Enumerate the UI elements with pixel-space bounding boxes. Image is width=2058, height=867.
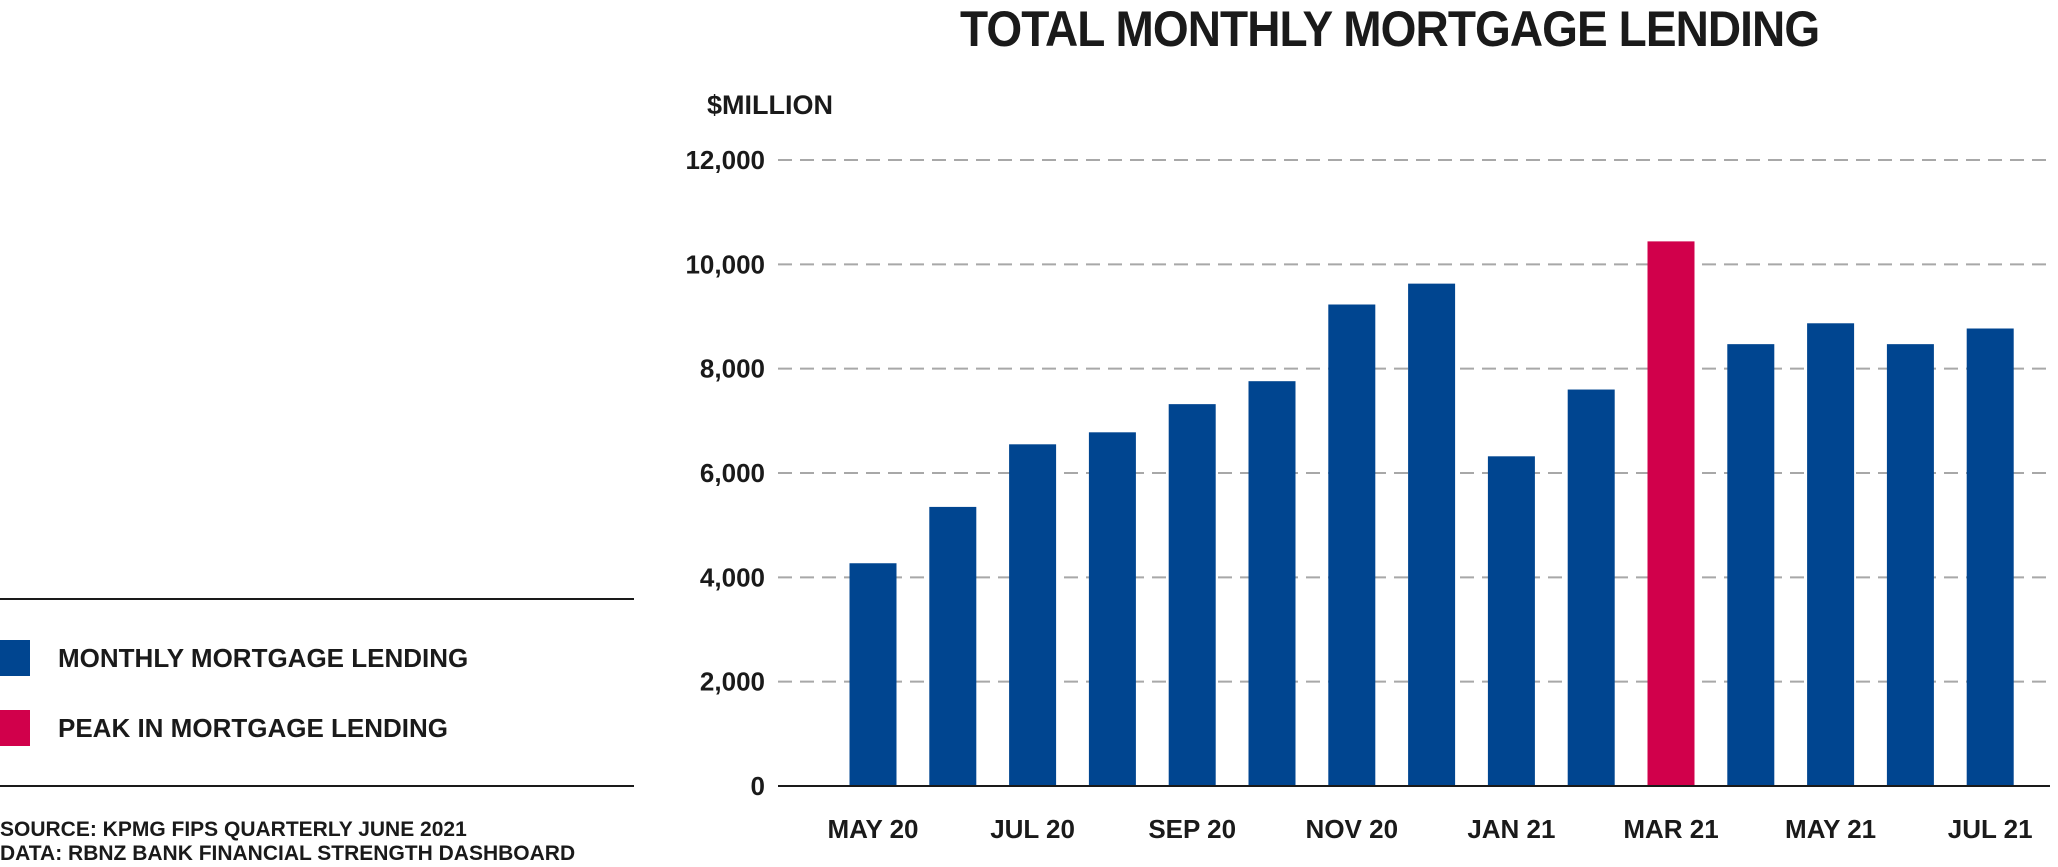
legend-item-monthly: MONTHLY MORTGAGE LENDING [0,640,468,676]
y-axis-unit-label: $MILLION [707,90,833,120]
y-tick-label: 10,000 [685,249,765,279]
y-tick-label: 2,000 [700,667,765,697]
bar [1807,323,1855,786]
bar [1886,344,1934,786]
y-axis-ticks: 0 2,000 4,000 6,000 8,000 10,000 12,000 [685,145,765,801]
bar [1328,304,1376,786]
source-note: SOURCE: KPMG FIPS QUARTERLY JUNE 2021 DA… [0,818,575,866]
legend-top-rule [0,598,634,600]
bar [1168,404,1216,786]
bar [1088,432,1136,786]
bar [849,563,897,786]
chart-title: TOTAL MONTHLY MORTGAGE LENDING [960,1,1820,57]
bar [1727,344,1775,786]
bar [1966,328,2014,786]
y-tick-label: 12,000 [685,145,765,175]
bar [929,506,977,786]
bar [1487,456,1535,786]
x-tick-label: MAY 21 [1785,814,1876,844]
legend-bottom-rule [0,785,634,787]
legend-item-peak: PEAK IN MORTGAGE LENDING [0,710,448,746]
y-tick-label: 4,000 [700,562,765,592]
bar [1009,444,1057,786]
x-tick-label: MAY 20 [827,814,918,844]
legend-swatch-blue [0,640,30,676]
x-tick-label: JUL 20 [990,814,1075,844]
legend-swatch-red [0,710,30,746]
y-tick-label: 8,000 [700,354,765,384]
legend-label: MONTHLY MORTGAGE LENDING [58,642,469,673]
x-tick-label: NOV 20 [1306,814,1399,844]
x-tick-label: JUL 21 [1948,814,2033,844]
x-tick-label: SEP 20 [1148,814,1236,844]
y-tick-label: 6,000 [700,458,765,488]
x-tick-label: MAR 21 [1623,814,1718,844]
data-line: DATA: RBNZ BANK FINANCIAL STRENGTH DASHB… [0,842,576,865]
bar-peak [1647,241,1695,786]
source-line: SOURCE: KPMG FIPS QUARTERLY JUNE 2021 [0,818,467,841]
bar [1567,389,1615,786]
y-tick-label: 0 [751,771,765,801]
bars [849,241,2014,786]
x-axis-ticks: MAY 20 JUL 20 SEP 20 NOV 20 JAN 21 MAR 21 MAY … [827,814,2032,844]
legend-label: PEAK IN MORTGAGE LENDING [58,712,449,743]
bar [1408,283,1456,786]
x-tick-label: JAN 21 [1467,814,1555,844]
bar [1248,381,1296,786]
